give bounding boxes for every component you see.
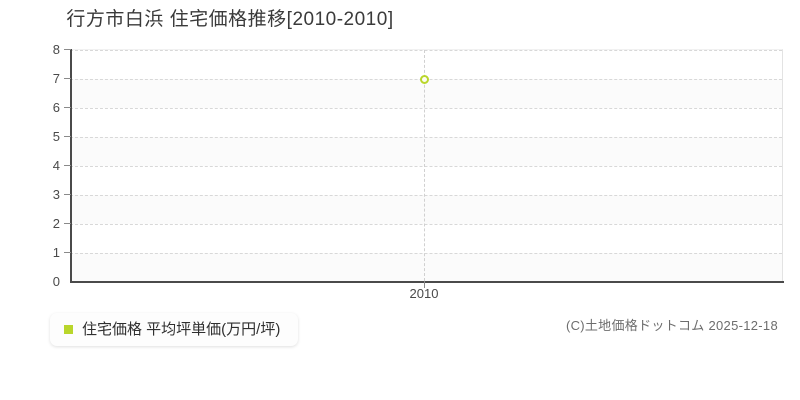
legend-swatch-icon <box>64 325 73 334</box>
y-axis-label: 6 <box>52 100 60 115</box>
gridline-horizontal <box>70 50 782 51</box>
gridline-horizontal <box>70 253 782 254</box>
legend-item-label: 住宅価格 平均坪単価(万円/坪) <box>82 321 281 338</box>
plot-band <box>70 108 782 137</box>
y-axis-label: 7 <box>52 71 60 86</box>
y-axis-tick <box>64 252 71 253</box>
gridline-vertical <box>424 50 425 281</box>
plot-band <box>70 166 782 195</box>
gridline-horizontal <box>70 166 782 167</box>
chart-legend[interactable]: 住宅価格 平均坪単価(万円/坪) <box>50 313 299 346</box>
y-axis-label: 4 <box>52 158 60 173</box>
copyright-credit: (C)土地価格ドットコム 2025-12-18 <box>565 318 778 333</box>
y-axis-tick <box>64 136 71 137</box>
y-axis-label: 5 <box>52 129 60 144</box>
y-axis-label: 0 <box>52 274 60 289</box>
x-axis-label: 2010 <box>409 286 439 301</box>
y-axis-tick <box>64 223 71 224</box>
chart-title: 行方市白浜 住宅価格推移[2010-2010] <box>0 9 460 31</box>
plot-band <box>70 50 782 79</box>
y-axis-line <box>70 49 72 282</box>
y-axis-label: 1 <box>52 245 60 260</box>
y-axis-label: 8 <box>52 42 60 57</box>
y-axis-tick <box>64 107 71 108</box>
data-point <box>419 74 429 84</box>
y-axis-tick <box>64 78 71 79</box>
y-axis-label: 3 <box>52 187 60 202</box>
y-axis-label: 2 <box>52 216 60 231</box>
x-axis-line <box>70 281 784 283</box>
y-axis-labels: 8 7 6 5 4 3 2 1 0 <box>28 0 60 300</box>
plot-band <box>70 224 782 253</box>
x-axis-tick <box>424 281 425 288</box>
plot-area <box>70 49 783 281</box>
gridline-horizontal <box>70 108 782 109</box>
y-axis-tick <box>64 49 71 50</box>
chart-title-range: [2010-2010] <box>286 9 394 30</box>
gridline-horizontal <box>70 137 782 138</box>
chart-title-main: 行方市白浜 住宅価格推移 <box>66 9 287 30</box>
gridline-horizontal <box>70 195 782 196</box>
y-axis-tick <box>64 165 71 166</box>
gridline-horizontal <box>70 224 782 225</box>
y-axis-tick <box>64 194 71 195</box>
